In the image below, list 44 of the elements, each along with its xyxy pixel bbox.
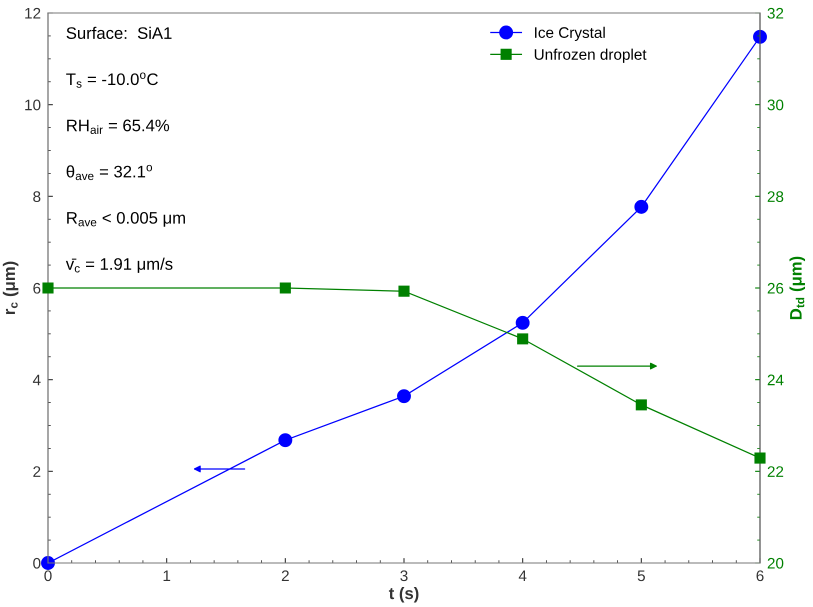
point — [636, 399, 647, 410]
y-tick-label: 4 — [32, 374, 41, 386]
y2-tick-label: 24 — [768, 374, 784, 386]
point — [516, 316, 530, 330]
annotation: T$_{s}$ = -10.0$^{o}$C — [66, 72, 158, 88]
x-tick-label: 6 — [756, 570, 764, 582]
point — [634, 200, 648, 214]
y-tick-label: 12 — [25, 8, 40, 19]
y-tick-label: 10 — [25, 100, 40, 110]
y-tick-label: 2 — [33, 466, 40, 477]
legend-label: Ice Crystal — [535, 26, 605, 41]
point — [41, 556, 55, 570]
y2-tick-label: 32 — [768, 8, 784, 19]
point — [753, 30, 767, 44]
annotation: θ$_{ave}$ = 32.1$^{o}$ — [66, 164, 152, 180]
annotation: v̄$_{c}$ = 1.91 μm/s — [66, 258, 172, 273]
y2-tick-label: 28 — [768, 191, 784, 202]
y-axis-title: r$_{c}$ (μm) — [2, 262, 18, 314]
x-tick-label: 0 — [44, 570, 52, 582]
point — [278, 433, 292, 448]
annotation: RH$_{air}$ = 65.4% — [67, 120, 170, 134]
y-tick-label: 8 — [33, 191, 40, 202]
x-axis-title: t (s) — [388, 586, 418, 602]
x-tick-label: 4 — [518, 570, 526, 582]
legend-label: Unfrozen droplet — [534, 48, 646, 63]
point — [42, 282, 54, 294]
y2-tick-label: 26 — [768, 282, 784, 294]
point — [754, 452, 766, 464]
x-tick-label: 5 — [638, 570, 645, 582]
y-tick-label: 0 — [33, 558, 40, 569]
point — [397, 389, 411, 404]
x-tick-label: 2 — [282, 570, 289, 582]
annotation: Surface: SiA1 — [66, 26, 172, 39]
y2-axis-title: D$_{td}$ (μm) — [789, 256, 806, 320]
y2-tick-label: 20 — [768, 558, 784, 569]
y-tick-label: 6 — [33, 282, 40, 294]
annotation: R$_{ave}$ < 0.005 μm — [67, 212, 185, 227]
x-tick-label: 1 — [164, 570, 170, 582]
point — [517, 333, 528, 344]
y2-tick-label: 30 — [768, 100, 784, 110]
point — [280, 282, 291, 294]
y2-tick-label: 22 — [768, 466, 784, 477]
point — [398, 286, 410, 297]
x-tick-label: 3 — [400, 570, 408, 582]
